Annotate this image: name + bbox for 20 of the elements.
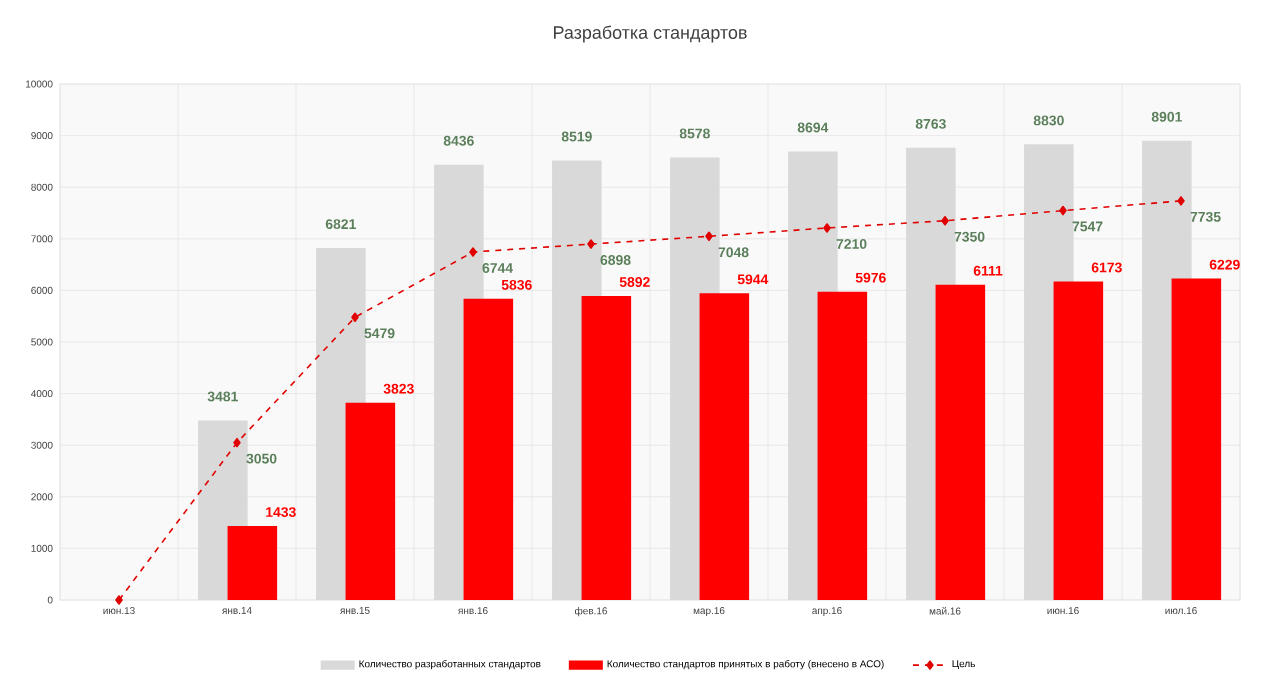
bar	[1171, 278, 1222, 600]
point	[469, 247, 477, 257]
point	[1177, 196, 1185, 206]
point	[705, 231, 713, 242]
point	[587, 239, 595, 249]
bar	[227, 526, 278, 600]
bar	[817, 291, 868, 600]
bar	[463, 298, 514, 600]
point	[1059, 205, 1067, 216]
point	[823, 223, 831, 233]
point	[233, 437, 241, 448]
point	[115, 595, 123, 605]
bar	[581, 295, 632, 600]
chart-title: Разработка стандартов	[554, 25, 747, 43]
bar	[1053, 281, 1104, 600]
bar	[345, 402, 396, 600]
point	[941, 215, 949, 226]
point	[351, 312, 359, 323]
bar	[699, 293, 750, 600]
bar	[935, 284, 986, 600]
